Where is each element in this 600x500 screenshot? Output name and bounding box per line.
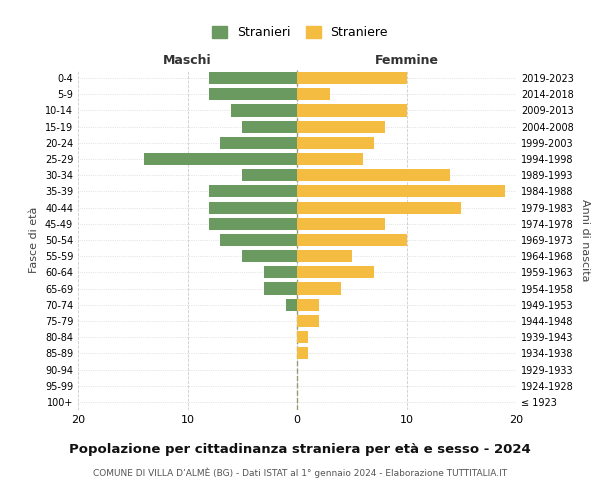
Bar	[297, 104, 407, 117]
Bar	[242, 120, 297, 132]
Bar	[297, 72, 407, 84]
Legend: Stranieri, Straniere: Stranieri, Straniere	[207, 21, 393, 44]
Text: Maschi: Maschi	[163, 54, 212, 68]
Y-axis label: Fasce di età: Fasce di età	[29, 207, 39, 273]
Bar	[220, 137, 297, 149]
Bar	[297, 250, 352, 262]
Bar	[232, 104, 297, 117]
Bar	[264, 282, 297, 294]
Text: COMUNE DI VILLA D’ALMÈ (BG) - Dati ISTAT al 1° gennaio 2024 - Elaborazione TUTTI: COMUNE DI VILLA D’ALMÈ (BG) - Dati ISTAT…	[93, 468, 507, 478]
Bar	[220, 234, 297, 246]
Bar	[297, 88, 330, 101]
Bar	[297, 282, 341, 294]
Bar	[242, 169, 297, 181]
Bar	[297, 120, 385, 132]
Bar	[209, 202, 297, 213]
Bar	[297, 266, 374, 278]
Bar	[286, 298, 297, 311]
Bar	[297, 137, 374, 149]
Y-axis label: Anni di nascita: Anni di nascita	[580, 198, 590, 281]
Bar	[297, 331, 308, 343]
Bar	[297, 153, 363, 165]
Bar	[209, 88, 297, 101]
Text: Popolazione per cittadinanza straniera per età e sesso - 2024: Popolazione per cittadinanza straniera p…	[69, 442, 531, 456]
Bar	[297, 348, 308, 360]
Bar	[297, 315, 319, 327]
Bar	[297, 169, 451, 181]
Bar	[209, 218, 297, 230]
Bar	[297, 234, 407, 246]
Bar	[297, 218, 385, 230]
Bar	[209, 72, 297, 84]
Bar	[297, 202, 461, 213]
Bar	[242, 250, 297, 262]
Bar	[297, 186, 505, 198]
Bar	[144, 153, 297, 165]
Bar	[297, 298, 319, 311]
Bar	[209, 186, 297, 198]
Text: Femmine: Femmine	[374, 54, 439, 68]
Bar	[264, 266, 297, 278]
